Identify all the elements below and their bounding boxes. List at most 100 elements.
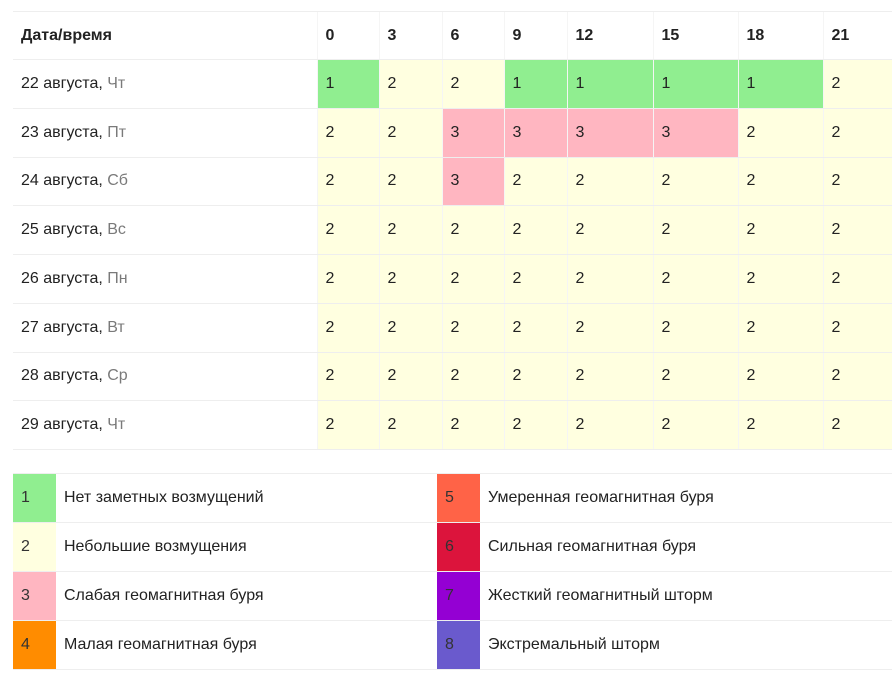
kp-index-cell: 2	[566, 205, 653, 255]
kp-index-cell: 2	[652, 400, 738, 450]
legend-swatch: 5	[437, 473, 480, 523]
kp-index-cell: 2	[316, 205, 379, 255]
kp-index-cell: 3	[441, 157, 504, 207]
table-row: 29 августа, Чт 2 2 2 2 2 2 2 2	[13, 400, 892, 450]
legend-swatch: 7	[437, 571, 480, 621]
kp-index-cell: 2	[652, 157, 738, 207]
legend-swatch: 8	[437, 620, 480, 670]
kp-index-cell: 2	[737, 352, 823, 402]
date-label: 27 августа,	[21, 318, 103, 336]
kp-index-cell: 2	[566, 303, 653, 353]
legend-row: 1 Нет заметных возмущений 5 Умеренная геома…	[13, 473, 892, 523]
date-label: 23 августа,	[21, 123, 103, 141]
table-row: 26 августа, Пн 2 2 2 2 2 2 2 2	[13, 254, 892, 304]
kp-index-cell: 2	[503, 303, 567, 353]
legend-row: 3 Слабая геомагнитная буря 7 Жесткий геомаг…	[13, 571, 892, 621]
kp-index-cell: 2	[316, 254, 379, 304]
date-label: 24 августа,	[21, 172, 103, 190]
legend-description: Малая геомагнитная буря	[56, 620, 437, 670]
legend-description: Нет заметных возмущений	[56, 473, 437, 523]
kp-index-cell: 2	[652, 303, 738, 353]
kp-index-cell: 2	[566, 254, 653, 304]
kp-index-cell: 2	[378, 59, 442, 109]
legend-row: 2 Небольшие возмущения 6 Сильная геомагнитн…	[13, 522, 892, 572]
kp-index-cell: 3	[503, 108, 567, 158]
table-row: 25 августа, Вс 2 2 2 2 2 2 2 2	[13, 205, 892, 255]
kp-index-cell: 2	[316, 400, 379, 450]
weekday-label: Пт	[107, 123, 127, 141]
legend-swatch: 1	[13, 473, 56, 523]
legend-body: 1 Нет заметных возмущений 5 Умеренная геома…	[13, 473, 892, 670]
legend-description: Небольшие возмущения	[56, 522, 437, 572]
table-row: 27 августа, Вт 2 2 2 2 2 2 2 2	[13, 303, 892, 353]
kp-index-cell: 2	[737, 108, 823, 158]
table-row: 24 августа, Сб 2 2 3 2 2 2 2 2	[13, 157, 892, 207]
kp-index-cell: 2	[316, 157, 379, 207]
kp-index-cell: 2	[652, 352, 738, 402]
kp-index-cell: 2	[378, 303, 442, 353]
kp-index-cell: 2	[378, 108, 442, 158]
table-row: 28 августа, Ср 2 2 2 2 2 2 2 2	[13, 352, 892, 402]
kp-index-cell: 2	[503, 400, 567, 450]
kp-index-cell: 2	[316, 352, 379, 402]
kp-index-cell: 2	[378, 205, 442, 255]
kp-index-cell: 2	[652, 254, 738, 304]
kp-index-cell: 2	[316, 303, 379, 353]
kp-index-cell: 2	[441, 205, 504, 255]
kp-index-cell: 2	[316, 108, 379, 158]
hour-header-12: 12	[566, 11, 653, 60]
weekday-label: Чт	[107, 74, 126, 92]
kp-index-cell: 2	[378, 254, 442, 304]
hour-header-0: 0	[316, 11, 379, 60]
hour-header-6: 6	[441, 11, 504, 60]
legend-swatch: 4	[13, 620, 56, 670]
legend-description: Экстремальный шторм	[480, 620, 892, 670]
weekday-label: Сб	[107, 172, 128, 190]
weekday-label: Вс	[107, 221, 126, 239]
kp-index-cell: 2	[822, 157, 892, 207]
geomagnetic-forecast-table: Дата/время 0 3 6 9 12 15 18 21 22 август…	[13, 11, 892, 450]
date-cell: 29 августа, Чт	[13, 400, 317, 450]
table-row: 23 августа, Пт 2 2 3 3 3 3 2 2	[13, 108, 892, 158]
date-label: 22 августа,	[21, 74, 103, 92]
forecast-body: 22 августа, Чт 1 2 2 1 1 1 1 2 23 августа, Пт 2 2 3 3…	[13, 59, 892, 450]
kp-index-cell: 2	[503, 157, 567, 207]
date-cell: 22 августа, Чт	[13, 59, 317, 109]
kp-index-cell: 2	[652, 205, 738, 255]
kp-index-cell: 2	[441, 254, 504, 304]
kp-index-cell: 2	[503, 205, 567, 255]
weekday-label: Пн	[107, 269, 128, 287]
kp-index-cell: 2	[503, 352, 567, 402]
date-label: 25 августа,	[21, 221, 103, 239]
hour-header-21: 21	[822, 11, 892, 60]
kp-index-cell: 2	[822, 352, 892, 402]
kp-index-cell: 2	[503, 254, 567, 304]
kp-index-cell: 2	[441, 303, 504, 353]
date-cell: 26 августа, Пн	[13, 254, 317, 304]
kp-index-cell: 1	[503, 59, 567, 109]
kp-index-cell: 1	[316, 59, 379, 109]
kp-index-cell: 3	[566, 108, 653, 158]
kp-index-cell: 2	[378, 352, 442, 402]
kp-index-cell: 2	[737, 157, 823, 207]
legend-swatch: 2	[13, 522, 56, 572]
kp-index-cell: 1	[566, 59, 653, 109]
legend-description: Сильная геомагнитная буря	[480, 522, 892, 572]
date-label: 29 августа,	[21, 416, 103, 434]
date-cell: 27 августа, Вт	[13, 303, 317, 353]
kp-index-cell: 2	[737, 303, 823, 353]
hour-header-9: 9	[503, 11, 567, 60]
date-label: 26 августа,	[21, 269, 103, 287]
kp-index-cell: 2	[822, 59, 892, 109]
kp-index-cell: 2	[822, 303, 892, 353]
date-label: 28 августа,	[21, 367, 103, 385]
kp-index-cell: 2	[822, 205, 892, 255]
kp-index-cell: 1	[652, 59, 738, 109]
kp-index-cell: 2	[441, 352, 504, 402]
kp-legend-table: 1 Нет заметных возмущений 5 Умеренная геома…	[13, 473, 892, 670]
legend-swatch: 3	[13, 571, 56, 621]
weekday-label: Чт	[107, 416, 126, 434]
kp-index-cell: 2	[822, 254, 892, 304]
kp-index-cell: 2	[566, 400, 653, 450]
legend-swatch: 6	[437, 522, 480, 572]
